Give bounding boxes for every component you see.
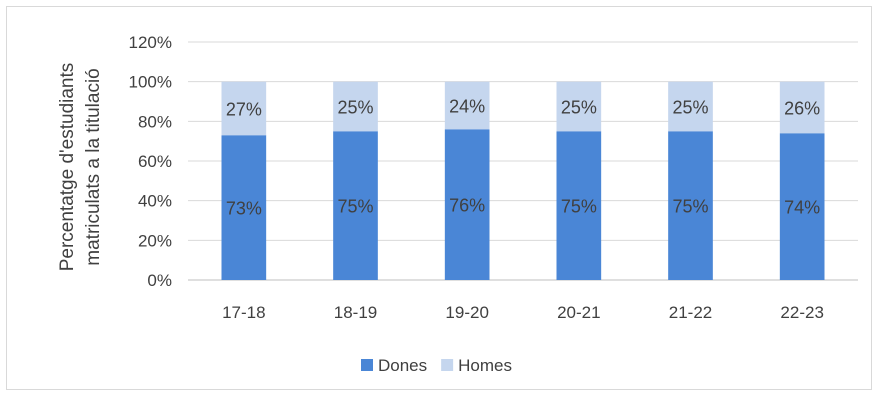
x-tick-label: 20-21 bbox=[557, 303, 600, 322]
bar-dones bbox=[221, 135, 267, 280]
y-tick-label: 100% bbox=[129, 73, 172, 92]
bar-homes bbox=[779, 81, 825, 134]
legend-swatch-homes bbox=[441, 359, 454, 371]
y-axis-label-line: Percentatge d'estudiants bbox=[57, 63, 78, 272]
data-label: 25% bbox=[672, 97, 708, 117]
bar-homes bbox=[556, 81, 602, 132]
x-axis-ticks: 17-18 18-19 19-20 20-21 21-22 22-23 bbox=[222, 303, 824, 322]
data-label: 27% bbox=[226, 99, 262, 119]
bars: 73% 27% 75% 25% 76% 24% 75% 25% 75% 25% 74% 26% bbox=[221, 81, 825, 280]
y-axis-label-line: matriculats a la titulació bbox=[83, 68, 104, 265]
data-label: 76% bbox=[449, 196, 485, 216]
x-tick-label: 18-19 bbox=[334, 303, 377, 322]
bar-dones bbox=[444, 129, 490, 280]
bar-homes bbox=[444, 81, 490, 130]
data-label: 26% bbox=[784, 98, 820, 118]
data-label: 24% bbox=[449, 96, 485, 116]
bar-homes bbox=[333, 81, 378, 132]
x-tick-label: 21-22 bbox=[669, 303, 712, 322]
data-label: 25% bbox=[561, 97, 597, 117]
data-label: 75% bbox=[337, 197, 373, 217]
gridlines bbox=[188, 41, 858, 281]
chart-frame bbox=[6, 6, 872, 390]
y-tick-label: 120% bbox=[129, 33, 172, 52]
data-label: 75% bbox=[672, 197, 708, 217]
data-label: 73% bbox=[226, 199, 262, 219]
x-tick-label: 17-18 bbox=[222, 303, 265, 322]
legend-label-dones: Dones bbox=[378, 356, 427, 375]
legend-swatch-dones bbox=[361, 359, 373, 371]
y-tick-label: 0% bbox=[147, 271, 172, 290]
y-axis-ticks: 0% 20% 40% 60% 80% 100% 120% bbox=[129, 33, 172, 290]
data-label: 25% bbox=[337, 97, 373, 117]
bar-dones bbox=[668, 131, 713, 280]
bar-dones bbox=[779, 133, 825, 280]
data-label: 75% bbox=[561, 197, 597, 217]
y-tick-label: 40% bbox=[138, 192, 172, 211]
bar-dones bbox=[556, 131, 602, 280]
legend-label-homes: Homes bbox=[458, 356, 512, 375]
y-tick-label: 60% bbox=[138, 152, 172, 171]
y-tick-label: 80% bbox=[138, 112, 172, 131]
y-tick-label: 20% bbox=[138, 231, 172, 250]
bar-dones bbox=[333, 131, 378, 280]
bar-homes bbox=[221, 81, 267, 136]
bar-homes bbox=[668, 81, 713, 132]
data-label: 74% bbox=[784, 198, 820, 218]
x-tick-label: 19-20 bbox=[445, 303, 488, 322]
x-tick-label: 22-23 bbox=[780, 303, 823, 322]
legend: Dones Homes bbox=[361, 356, 512, 375]
y-axis-label: Percentatge d'estudiants matriculats a la… bbox=[57, 63, 104, 272]
